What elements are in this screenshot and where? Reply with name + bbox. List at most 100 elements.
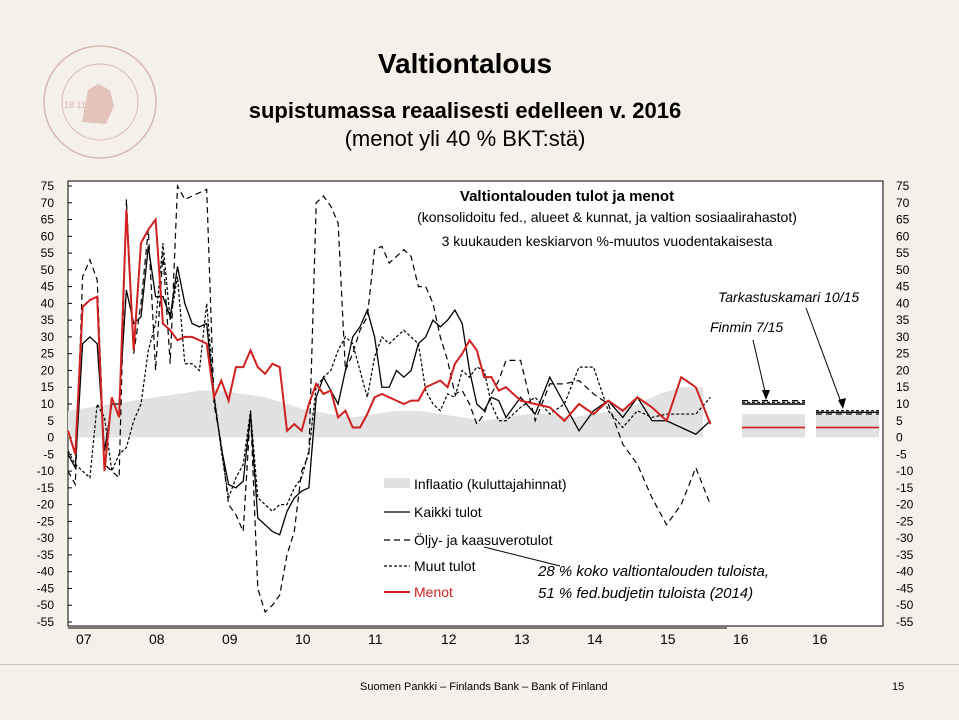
y-tick-label-right: -10 (896, 464, 914, 478)
annotation-tarkastuskamari: Tarkastuskamari 10/15 (718, 289, 859, 305)
y-tick-label-right: 10 (896, 397, 910, 411)
page-subtitle-2: (menot yli 40 % BKT:stä) (344, 126, 586, 151)
x-tick-label: 16 (733, 631, 749, 647)
legend-label: Inflaatio (kuluttajahinnat) (414, 476, 567, 492)
legend-label: Kaikki tulot (414, 504, 482, 520)
forecast-bars (742, 400, 879, 438)
x-tick-label: 12 (441, 631, 457, 647)
seal-years: 18 11 (64, 100, 86, 110)
y-tick-label-left: 65 (41, 213, 55, 227)
chart-title: Valtiontalouden tulot ja menot (460, 188, 674, 205)
y-tick-label-right: 60 (896, 229, 910, 243)
y-tick-label-left: -15 (37, 481, 55, 495)
note-pointer (483, 546, 561, 567)
annotation-finmin: Finmin 7/15 (710, 319, 783, 335)
series-lines (67, 183, 712, 614)
x-tick-label: 07 (76, 631, 92, 647)
y-tick-label-left: 30 (41, 330, 55, 344)
arrow-finmin (752, 339, 767, 397)
arrow-tark-head (838, 398, 846, 409)
y-tick-label-left: 50 (41, 263, 55, 277)
arrow-finmin-head (762, 390, 770, 400)
y-tick-label-left: 25 (41, 347, 55, 361)
inflation-area (68, 387, 704, 438)
legend-label: Öljy- ja kaasuverotulot (414, 531, 553, 548)
y-tick-label-right: 70 (896, 196, 910, 210)
y-tick-label-right: -40 (896, 565, 914, 579)
y-tick-label-left: 75 (41, 179, 55, 193)
bank-seal-logo: 18 11 (40, 40, 160, 175)
y-tick-label-left: -35 (37, 548, 55, 562)
y-tick-label-left: -55 (37, 615, 55, 629)
y-tick-label-right: 40 (896, 296, 910, 310)
y-tick-label-left: -45 (37, 581, 55, 595)
y-tick-label-right: 35 (896, 313, 910, 327)
y-tick-label-left: 70 (41, 196, 55, 210)
y-tick-label-left: 0 (47, 431, 54, 445)
y-tick-label-left: 15 (41, 380, 55, 394)
footer-divider (0, 664, 959, 665)
legend-label: Menot (414, 584, 453, 600)
y-tick-label-right: -35 (896, 548, 914, 562)
page-number: 15 (892, 681, 905, 693)
x-tick-label: 10 (295, 631, 311, 647)
y-tick-label-right: 75 (896, 179, 910, 193)
note-line-2: 51 % fed.budjetin tuloista (2014) (538, 585, 753, 602)
y-tick-label-left: -20 (37, 498, 55, 512)
chart-subtitle-1: (konsolidoitu fed., alueet & kunnat, ja … (417, 209, 797, 225)
y-tick-label-right: 45 (896, 280, 910, 294)
y-tick-label-left: 45 (41, 280, 55, 294)
x-tick-label: 13 (514, 631, 530, 647)
y-tick-label-right: 65 (896, 213, 910, 227)
arrow-tark (805, 307, 843, 406)
y-tick-label-right: -50 (896, 598, 914, 612)
y-tick-label-right: -25 (896, 514, 914, 528)
x-tick-label: 14 (587, 631, 603, 647)
x-tick-label: 11 (368, 631, 383, 647)
x-tick-label: 15 (660, 631, 676, 647)
y-tick-label-left: 10 (41, 397, 55, 411)
y-tick-label-left: 35 (41, 313, 55, 327)
page-subtitle: supistumassa reaalisesti edelleen v. 201… (248, 98, 682, 123)
y-tick-label-right: 25 (896, 347, 910, 361)
forecast-inflation-bar (816, 414, 879, 438)
y-tick-label-left: -40 (37, 565, 55, 579)
y-tick-label-right: 30 (896, 330, 910, 344)
y-tick-label-left: 5 (47, 414, 54, 428)
y-tick-label-left: -10 (37, 464, 55, 478)
y-tick-label-left: 55 (41, 246, 55, 260)
chart-subtitle-2: 3 kuukauden keskiarvon %-muutos vuodenta… (442, 233, 773, 249)
y-tick-label-right: -15 (896, 481, 914, 495)
x-tick-label: 09 (222, 631, 238, 647)
y-tick-label-right: -30 (896, 531, 914, 545)
note-line-1: 28 % koko valtiontalouden tuloista, (537, 563, 769, 580)
x-axis: 07 08 09 10 11 12 13 14 15 16 16 (68, 627, 828, 647)
y-tick-label-left: -30 (37, 531, 55, 545)
y-tick-label-right: 15 (896, 380, 910, 394)
y-tick-label-right: -5 (896, 447, 907, 461)
legend-label: Muut tulot (414, 558, 476, 574)
footer-text: Suomen Pankki – Finlands Bank – Bank of … (360, 681, 608, 693)
x-tick-label: 08 (149, 631, 165, 647)
y-tick-label-left: -50 (37, 598, 55, 612)
y-tick-label-right: 20 (896, 363, 910, 377)
y-tick-label-left: 40 (41, 296, 55, 310)
y-tick-label-right: -55 (896, 615, 914, 629)
y-tick-label-right: 55 (896, 246, 910, 260)
y-tick-label-right: -20 (896, 498, 914, 512)
y-tick-label-right: -45 (896, 581, 914, 595)
y-tick-label-right: 50 (896, 263, 910, 277)
y-tick-label-left: 20 (41, 363, 55, 377)
series-line-muut (67, 242, 711, 513)
forecast-inflation-bar (742, 414, 805, 438)
y-axis-right: 757065605550454035302520151050-5-10-15-2… (896, 179, 914, 629)
note-box (530, 548, 810, 604)
legend-swatch-inflation (384, 478, 410, 488)
x-tick-label: 16 (812, 631, 828, 647)
page-title: Valtiontalous (377, 48, 553, 79)
y-tick-label-left: 60 (41, 229, 55, 243)
y-axis-left: 757065605550454035302520151050-5-10-15-2… (37, 179, 72, 629)
y-tick-label-right: 0 (896, 431, 903, 445)
y-tick-label-left: -25 (37, 514, 55, 528)
